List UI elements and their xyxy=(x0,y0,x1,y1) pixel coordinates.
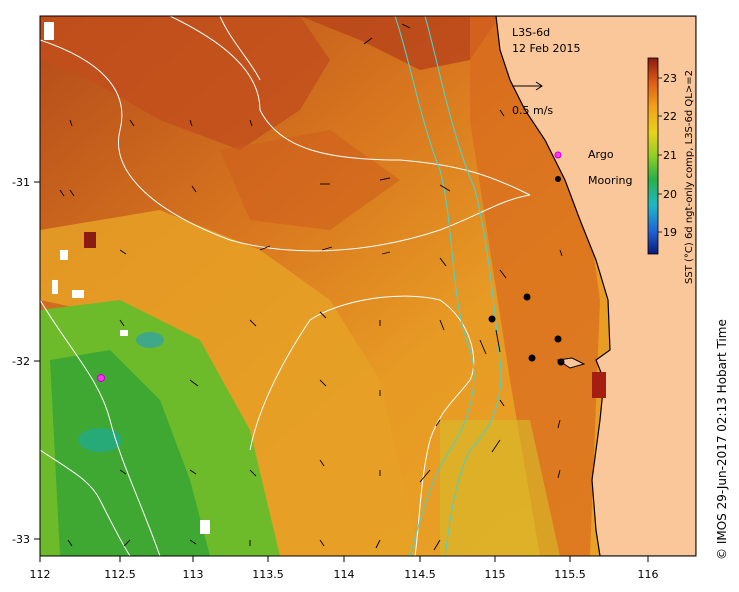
cloud-gap xyxy=(120,330,128,336)
y-tick-label: -31 xyxy=(12,176,30,189)
cloud-gap xyxy=(84,232,96,248)
colorbar-tick-label: 21 xyxy=(663,149,677,162)
x-tick-label: 114.5 xyxy=(404,568,436,581)
white-contours xyxy=(40,16,531,556)
island xyxy=(556,357,586,369)
argo-float-marker xyxy=(97,374,105,382)
cloud-gap xyxy=(200,520,210,534)
x-tick-label: 113 xyxy=(183,568,204,581)
yellow-sst-region xyxy=(440,420,560,556)
cloud-gap xyxy=(52,280,58,294)
x-tick-label: 112.5 xyxy=(104,568,136,581)
product-label: L3S-6d xyxy=(512,26,550,39)
mooring-marker xyxy=(554,335,562,343)
cool-sst-patch xyxy=(136,332,164,348)
colorbar-tick-label: 23 xyxy=(663,72,677,85)
x-axis xyxy=(39,556,649,562)
colorbar-title: SST (°C) 6d ngt-only comp, L3S-6d QL>=2 xyxy=(684,70,695,284)
date-label: 12 Feb 2015 xyxy=(512,42,580,55)
land-mass xyxy=(495,16,696,556)
x-tick-label: 112 xyxy=(30,568,51,581)
cool-sst-core xyxy=(50,350,210,556)
x-tick-label: 114 xyxy=(334,568,355,581)
current-vectors xyxy=(59,23,563,551)
colorbar-tick-label: 22 xyxy=(663,110,677,123)
sst-field xyxy=(40,16,696,556)
x-tick-label: 113.5 xyxy=(252,568,284,581)
cloud-gap xyxy=(44,22,54,40)
y-axis xyxy=(34,181,40,540)
colorbar-tick-label: 19 xyxy=(663,226,677,239)
y-tick-label: -32 xyxy=(12,355,30,368)
orange-sst-region xyxy=(40,210,420,556)
colorbar-ticks xyxy=(658,77,662,233)
argo-legend-label: Argo xyxy=(588,148,614,161)
scale-arrow xyxy=(512,81,543,91)
mooring-marker xyxy=(488,315,496,323)
y-tick-label: -33 xyxy=(12,533,30,546)
mooring-marker xyxy=(523,293,531,301)
cloud-gap xyxy=(60,250,68,260)
mooring-legend-icon xyxy=(555,176,561,182)
colorbar xyxy=(647,57,659,255)
estuary xyxy=(592,372,606,398)
argo-legend-icon xyxy=(554,151,562,159)
mooring-marker xyxy=(528,354,536,362)
warm-sst-region xyxy=(40,16,330,150)
mooring-marker xyxy=(557,358,565,366)
x-tick-label: 115.5 xyxy=(554,568,586,581)
x-tick-label: 116 xyxy=(638,568,659,581)
credit-text: © IMOS 29-Jun-2017 02:13 Hobart Time xyxy=(715,319,729,560)
plot-frame xyxy=(39,15,697,557)
x-tick-label: 115 xyxy=(485,568,506,581)
warm-sst-region-mid xyxy=(220,130,400,230)
mooring-markers xyxy=(488,293,565,366)
colorbar-tick-label: 20 xyxy=(663,188,677,201)
mooring-legend-label: Mooring xyxy=(588,174,632,187)
cool-sst-patch xyxy=(78,428,122,452)
cloud-gap xyxy=(72,290,84,298)
scale-label: 0.5 m/s xyxy=(512,104,553,117)
warm-sst-region-north xyxy=(300,16,500,70)
